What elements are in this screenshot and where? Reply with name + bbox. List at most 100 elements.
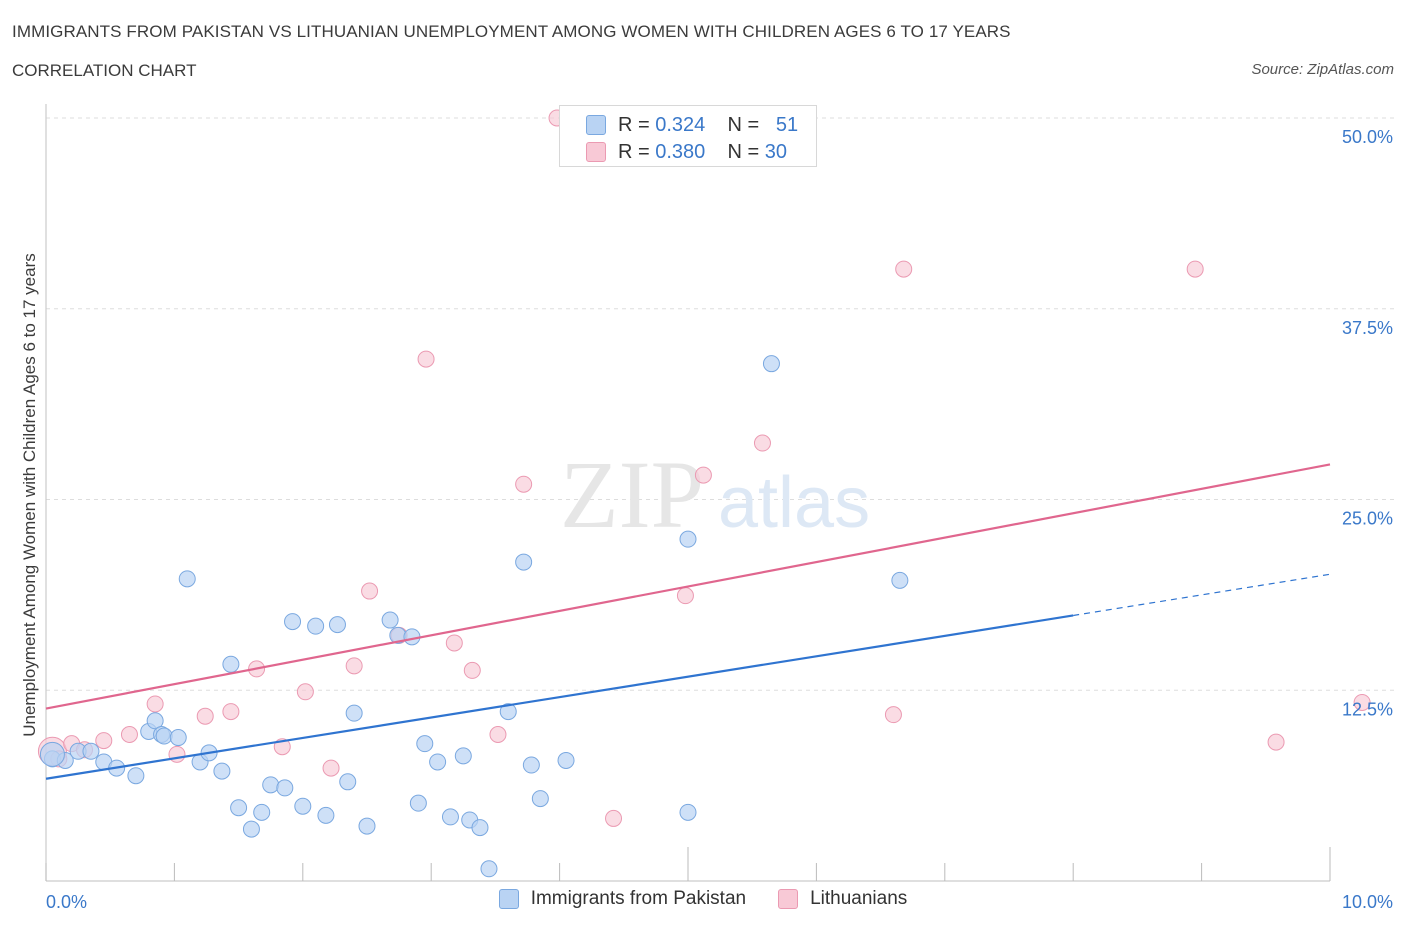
- stats-row-pakistan: R = 0.324 N = 51: [586, 111, 798, 139]
- point-lithuanians: [884, 706, 902, 724]
- point-pakistan: [328, 616, 346, 634]
- point-lithuanians: [95, 732, 113, 750]
- legend-item-lithuanians[interactable]: Lithuanians: [778, 888, 907, 910]
- x-tick-label: 10.0%: [1342, 892, 1393, 912]
- point-pakistan: [416, 735, 434, 753]
- n-label: N =: [727, 140, 760, 163]
- y-axis-title: Unemployment Among Women with Children A…: [20, 253, 39, 737]
- point-pakistan: [317, 806, 335, 824]
- legend-item-pakistan[interactable]: Immigrants from Pakistan: [498, 888, 747, 910]
- point-lithuanians: [445, 634, 463, 652]
- swatch-pakistan: [586, 115, 606, 135]
- source-label: Source: ZipAtlas.com: [1251, 61, 1394, 78]
- point-pakistan: [499, 703, 517, 721]
- tick-labels: 12.5% 25.0% 37.5% 50.0% 0.0% 10.0%: [46, 127, 1393, 912]
- swatch-lithuanians: [586, 142, 606, 162]
- point-pakistan: [222, 655, 240, 673]
- series-legend: Immigrants from Pakistan Lithuanians: [0, 888, 1406, 910]
- point-pakistan: [127, 767, 145, 785]
- legend-label-pakistan: Immigrants from Pakistan: [530, 888, 747, 909]
- point-pakistan: [381, 611, 399, 629]
- point-lithuanians: [694, 466, 712, 484]
- point-pakistan: [294, 797, 312, 815]
- point-lithuanians: [463, 661, 481, 679]
- point-pakistan: [242, 820, 260, 838]
- point-lithuanians: [296, 683, 314, 701]
- point-pakistan: [253, 803, 271, 821]
- point-lithuanians: [605, 809, 623, 827]
- y-tick-label: 12.5%: [1342, 699, 1393, 719]
- point-pakistan: [262, 776, 280, 794]
- point-pakistan: [679, 803, 697, 821]
- legend-swatch-pakistan: [498, 889, 519, 909]
- point-pakistan: [454, 747, 472, 765]
- y-tick-label: 50.0%: [1342, 127, 1393, 147]
- point-pakistan: [307, 617, 325, 635]
- point-pakistan: [471, 819, 489, 837]
- stats-legend: R = 0.324 N = 51 R = 0.380 N = 30: [559, 105, 817, 167]
- point-lithuanians: [222, 703, 240, 721]
- point-lithuanians: [753, 434, 771, 452]
- point-pakistan: [82, 742, 100, 760]
- n-label: N =: [727, 113, 760, 136]
- n-value: 51: [775, 113, 799, 136]
- watermark: ZIP atlas: [560, 441, 870, 548]
- point-pakistan: [284, 613, 302, 631]
- r-label: R =: [618, 140, 650, 163]
- point-lithuanians: [676, 587, 694, 605]
- chart-subtitle: CORRELATION CHART: [12, 61, 197, 80]
- n-value: 30: [764, 140, 788, 163]
- point-pakistan: [358, 817, 376, 835]
- legend-label-lithuanians: Lithuanians: [810, 888, 908, 909]
- point-lithuanians: [345, 657, 363, 675]
- trendline-lithuanians: [45, 463, 1331, 710]
- point-lithuanians: [1353, 693, 1371, 711]
- y-tick-label: 37.5%: [1342, 318, 1393, 338]
- point-lithuanians: [322, 759, 340, 777]
- pakistan-points: [39, 355, 909, 878]
- point-lithuanians: [361, 582, 379, 600]
- y-tick-label: 25.0%: [1342, 509, 1393, 529]
- watermark-zip: ZIP: [560, 441, 704, 548]
- point-pakistan: [762, 355, 780, 373]
- trendline-pakistan: [45, 614, 1074, 780]
- chart-title: IMMIGRANTS FROM PAKISTAN VS LITHUANIAN U…: [12, 22, 1011, 41]
- point-pakistan: [891, 571, 909, 589]
- point-lithuanians: [895, 260, 913, 278]
- point-lithuanians: [489, 726, 507, 744]
- point-pakistan: [429, 753, 447, 771]
- x-tick-label: 0.0%: [46, 892, 87, 912]
- r-value: 0.380: [655, 140, 706, 163]
- trendlines: [45, 463, 1331, 780]
- point-pakistan: [679, 530, 697, 548]
- lithuanians-points: [37, 109, 1371, 827]
- point-lithuanians: [120, 726, 138, 744]
- point-pakistan: [169, 729, 187, 747]
- stats-row-lithuanians: R = 0.380 N = 30: [586, 138, 787, 166]
- point-lithuanians: [1186, 260, 1204, 278]
- point-pakistan: [339, 773, 357, 791]
- point-lithuanians: [515, 475, 533, 493]
- point-pakistan: [522, 756, 540, 774]
- legend-swatch-lithuanians: [778, 889, 799, 909]
- point-pakistan: [230, 799, 248, 817]
- point-pakistan: [276, 779, 294, 797]
- point-pakistan: [345, 704, 363, 722]
- point-pakistan: [39, 741, 65, 767]
- watermark-atlas: atlas: [718, 463, 870, 543]
- point-pakistan: [409, 794, 427, 812]
- point-lithuanians: [196, 707, 214, 725]
- point-lithuanians: [1267, 733, 1285, 751]
- point-pakistan: [531, 790, 549, 808]
- point-pakistan: [155, 727, 173, 745]
- r-value: 0.324: [655, 113, 706, 136]
- point-pakistan: [441, 808, 459, 826]
- r-label: R =: [618, 113, 650, 136]
- point-pakistan: [213, 762, 231, 780]
- point-pakistan: [557, 751, 575, 769]
- point-lithuanians: [146, 695, 164, 713]
- point-pakistan: [515, 553, 533, 571]
- point-pakistan: [480, 860, 498, 878]
- gridlines: [46, 117, 1395, 691]
